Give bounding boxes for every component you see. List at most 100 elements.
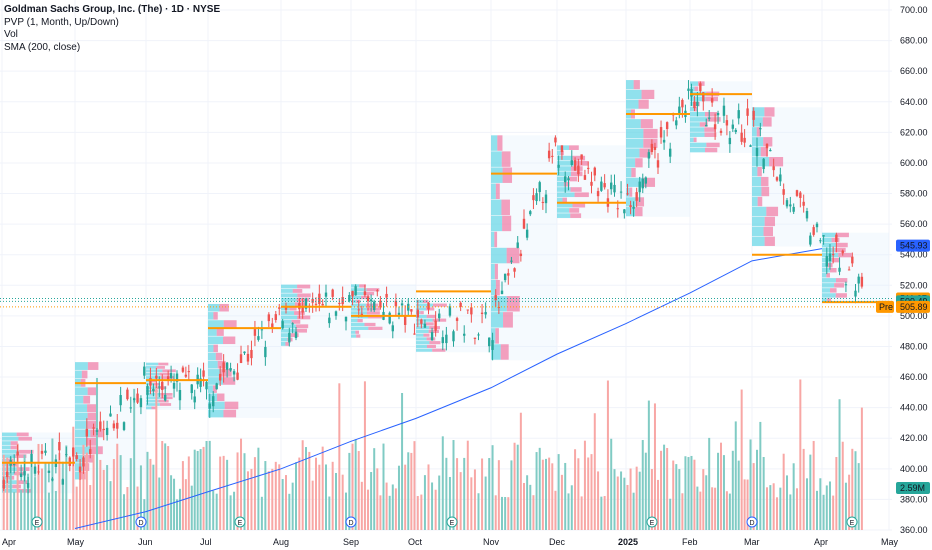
candle-body xyxy=(175,373,179,382)
profile-row-down xyxy=(764,236,775,246)
volume-bar xyxy=(85,452,88,530)
candle-body xyxy=(434,320,437,331)
volume-bar xyxy=(246,471,249,530)
x-tick-label: Feb xyxy=(682,537,698,547)
profile-row-down xyxy=(158,362,169,366)
volume-bar xyxy=(567,493,570,530)
candle-body xyxy=(696,101,699,107)
volume-bar xyxy=(638,471,641,530)
profile-row-down xyxy=(361,295,370,300)
candle-body xyxy=(33,466,37,474)
profile-row-down xyxy=(16,480,30,485)
volume-bar xyxy=(253,457,256,530)
volume-bar xyxy=(580,496,583,530)
volume-bar xyxy=(629,468,632,530)
candle-body xyxy=(260,329,264,331)
volume-bar xyxy=(513,442,516,530)
volume-bar xyxy=(379,495,382,530)
legend-title[interactable]: Goldman Sachs Group, Inc. (The) · 1D · N… xyxy=(4,4,221,15)
volume-bar xyxy=(40,468,43,530)
candle-body xyxy=(470,307,473,315)
candle-body xyxy=(473,337,477,339)
candle-body xyxy=(229,368,232,371)
profile-row-up xyxy=(351,326,369,330)
candle-body xyxy=(202,370,205,377)
legend-pvp[interactable]: PVP (1, Month, Up/Down) xyxy=(4,16,119,28)
profile-row-down xyxy=(835,293,847,298)
candle-body xyxy=(65,454,68,456)
y-tick-label: 600.00 xyxy=(900,158,928,168)
volume-bar xyxy=(828,481,831,530)
price-axis[interactable]: 360.00 380.00 400.00 420.00 440.00 460.00 480.… xyxy=(900,5,928,535)
profile-row-up xyxy=(416,333,424,337)
profile-row-up xyxy=(146,376,162,379)
profile-row-up xyxy=(208,344,214,353)
time-axis[interactable]: Apr May Jun Jul Aug Sep Oct Nov Dec 2025 Feb Mar Apr… xyxy=(2,537,899,547)
x-tick-label: Aug xyxy=(273,537,289,547)
volume-bar xyxy=(331,461,334,530)
profile-row-up xyxy=(626,177,642,187)
profile-row-up xyxy=(557,166,572,171)
profile-row-up xyxy=(822,247,836,253)
profile-row-down xyxy=(639,148,651,158)
candle-body xyxy=(369,299,373,302)
profile-row-up xyxy=(208,312,214,320)
candle-body xyxy=(857,276,860,284)
profile-row-down xyxy=(151,406,156,410)
profile-row-up xyxy=(491,135,498,151)
event-marker xyxy=(446,516,458,528)
volume-bar xyxy=(466,440,469,530)
candle-body xyxy=(854,290,857,297)
profile-row-up xyxy=(557,155,573,161)
candle-body xyxy=(30,453,33,464)
candle-body xyxy=(274,314,277,320)
volume-bar xyxy=(391,484,394,530)
profile-row-down xyxy=(572,202,586,208)
volume-bar xyxy=(149,458,152,530)
candle-body xyxy=(19,473,23,478)
volume-bar xyxy=(427,464,430,530)
profile-row-up xyxy=(146,369,163,373)
volume-bar xyxy=(857,463,860,530)
candle-body xyxy=(731,124,735,129)
volume-bar xyxy=(516,444,519,530)
profile-row-up xyxy=(690,147,705,153)
volume-bar xyxy=(58,452,61,530)
candle-body xyxy=(112,423,116,429)
profile-row-up xyxy=(75,437,88,446)
profile-row-up xyxy=(491,167,503,183)
profile-row-down xyxy=(704,127,717,132)
profile-row-up xyxy=(690,122,700,127)
y-tick-label: 480.00 xyxy=(900,341,928,351)
volume-bar xyxy=(812,440,815,530)
profile-row-up xyxy=(208,328,217,336)
volume-bar xyxy=(82,444,85,530)
profile-row-down xyxy=(506,296,520,312)
profile-row-down xyxy=(757,196,763,207)
candle-body xyxy=(328,317,331,324)
candle-body xyxy=(132,398,136,401)
volume-bar xyxy=(178,488,181,530)
volume-bar xyxy=(20,490,23,530)
profile-row-down xyxy=(506,247,520,264)
candle-body xyxy=(169,373,173,378)
volume-bar xyxy=(641,440,644,530)
legend-vol[interactable]: Vol xyxy=(4,29,18,40)
profile-row-up xyxy=(351,292,364,296)
candle-body xyxy=(75,455,78,459)
candle-body xyxy=(239,354,243,363)
volume-bar xyxy=(702,469,705,530)
profile-row-up xyxy=(416,348,433,352)
candle-body xyxy=(190,384,193,394)
event-marker xyxy=(846,516,858,528)
profile-row-up xyxy=(690,127,705,132)
candle-body xyxy=(184,374,188,377)
pre-badge-text: 505.89 xyxy=(900,302,928,312)
profile-row-down xyxy=(764,216,776,227)
profile-row-up xyxy=(351,330,356,334)
volume-bar xyxy=(696,486,699,530)
profile-row-down xyxy=(704,147,718,153)
legend-sma[interactable]: SMA (200, close) xyxy=(4,41,81,53)
volume-bar xyxy=(236,452,239,530)
